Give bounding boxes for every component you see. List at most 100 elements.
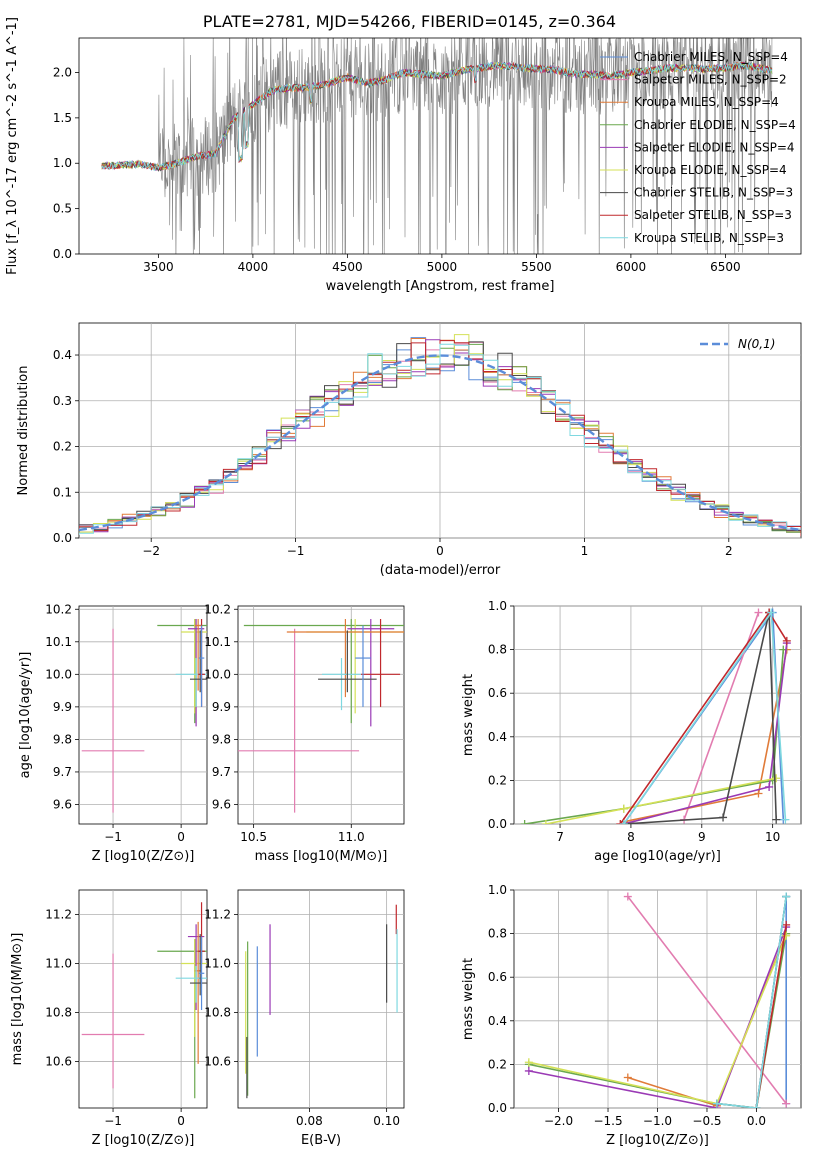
x-tick-label: 0 [177,1114,185,1128]
y-tick-label: 1.0 [53,156,72,170]
spectrum-panel: 3500 4000 4500 5000 5500 6000 6500 0.0 0.5 1.0 1.5… [5,17,802,294]
mass-vs-ebv-panel: 0.08 0.10 10.6 10.8 11.0 11.2 E(B-V) [204,889,405,1148]
massweight-line [623,649,788,823]
y-tick-label: 11.2 [45,907,72,921]
massweight-marker [772,815,781,824]
massweight-marker [616,820,625,824]
y-tick-label: 0.6 [488,686,507,700]
x-tick-label: −2 [142,544,160,558]
y-tick-label: 10.0 [45,667,72,681]
massweight-marker [782,920,791,929]
y-tick-label: 9.7 [212,765,231,779]
y-tick-label: 0.3 [53,394,72,408]
x-tick-label: 7 [556,830,564,844]
massweight-marker [754,789,763,798]
massweight-marker [623,1073,632,1082]
x-tick-label: 6500 [710,260,741,274]
legend-entry: Salpeter STELIB, N_SSP=3 [634,208,792,222]
legend-entry: Salpeter MILES, N_SSP=2 [634,73,787,87]
y-axis-label: age [log10(age/yr)] [18,652,33,779]
age-vs-mass-panel: 10.5 11.0 9.6 9.7 9.8 9.9 10.0 10.1 10.2 mass [lo… [204,602,405,864]
massweight-line [623,612,777,824]
y-tick-label: 0.4 [488,730,507,744]
y-tick-label: 10.8 [45,1005,72,1019]
figure-title: PLATE=2781, MJD=54266, FIBERID=0145, z=0… [202,12,617,31]
massweight-marker [541,820,550,824]
x-tick-label: −1.0 [643,1114,672,1128]
errorbar-plot-area [245,904,398,1099]
errorbar-plot-area [81,619,207,813]
massweight-marker [752,1104,761,1108]
errorbar-plot-area [81,902,207,1099]
x-tick-label: 4500 [332,260,363,274]
y-tick-label: 0.0 [53,531,72,545]
massweight-marker [782,1099,791,1108]
massweight-marker [520,820,529,824]
y-tick-label: 9.8 [53,732,72,746]
massweight-line [683,612,760,820]
y-tick-label: 10.1 [204,635,231,649]
y-tick-label: 0.0 [53,247,72,261]
massweight-line [716,896,787,1108]
y-tick-label: 9.9 [53,700,72,714]
x-axis-label: Z [log10(Z/Z⊙)] [92,1133,195,1148]
x-tick-label: 4000 [238,260,269,274]
x-tick-label: −0.5 [692,1114,721,1128]
massweight-marker [524,1058,533,1067]
y-tick-label: 10.8 [204,1005,231,1019]
y-tick-label: 1.0 [488,599,507,613]
axes-frame [237,605,405,825]
y-tick-label: 0.2 [488,773,507,787]
y-axis-label: mass weight [461,674,476,756]
y-tick-label: 11.0 [45,956,72,970]
massweight-marker [524,1066,533,1075]
legend-entry: Chabrier ELODIE, N_SSP=4 [634,118,796,132]
x-tick-label: 0 [436,544,444,558]
spectrum-model-line [101,61,773,171]
errorbar-plot-area [238,619,404,813]
x-tick-label: −1 [104,830,122,844]
y-axis-label: mass [log10(M/M⊙)] [10,933,25,1066]
y-tick-label: 0.5 [53,202,72,216]
x-tick-label: 10.5 [240,830,267,844]
y-tick-label: 9.7 [53,765,72,779]
massweight-marker [767,608,776,617]
y-tick-label: 10.1 [45,635,72,649]
x-tick-label: 11.0 [338,830,365,844]
massweight-line [627,896,787,1105]
massweight-marker [719,813,728,822]
x-axis-label: E(B-V) [301,1133,341,1148]
spectrum-legend: Chabrier MILES, N_SSP=4 Salpeter MILES, N… [600,50,796,245]
x-axis-label: Z [log10(Z/Z⊙)] [92,849,195,864]
x-tick-label: 10 [765,830,780,844]
x-tick-label: −1 [104,1114,122,1128]
normal-curve [79,354,801,532]
x-tick-label: 3500 [143,260,174,274]
massweight-marker [619,820,628,824]
massweight-line [623,643,788,824]
x-axis-label: (data-model)/error [380,563,501,578]
x-tick-label: 5500 [521,260,552,274]
y-tick-label: 0.0 [488,1101,507,1115]
x-axis-label: Z [log10(Z/Z⊙)] [606,1133,709,1148]
y-tick-label: 0.4 [53,348,72,362]
y-tick-label: 1.5 [53,111,72,125]
massweight-vs-Z-panel: −2.0 −1.5 −1.0 −0.5 0.0 0.0 0.2 0.4 0.6 0.8 1.0 Z [… [461,883,802,1148]
y-tick-label: 11.0 [204,956,231,970]
y-tick-label: 2.0 [53,65,72,79]
y-tick-label: 9.9 [212,700,231,714]
x-tick-label: −1 [287,544,305,558]
massweight-line [716,896,787,1108]
massweight-line [528,926,787,1108]
y-tick-label: 9.6 [212,797,231,811]
x-tick-label: 0.08 [296,1114,323,1128]
y-tick-label: 0.4 [488,1014,507,1028]
y-tick-label: 9.6 [53,797,72,811]
x-axis-label: age [log10(age/yr)] [594,849,721,864]
y-tick-label: 0.8 [488,643,507,657]
mass-vs-Z-panel: −1 0 10.6 10.8 11.0 11.2 Z [log10(Z/Z⊙)] mass [… [10,889,208,1148]
axes-frame [78,889,208,1109]
y-axis-label: Flux [f_λ 10^-17 erg cm^-2 s^-1 A^-1] [5,17,20,275]
legend-entry: Chabrier STELIB, N_SSP=3 [634,186,793,200]
